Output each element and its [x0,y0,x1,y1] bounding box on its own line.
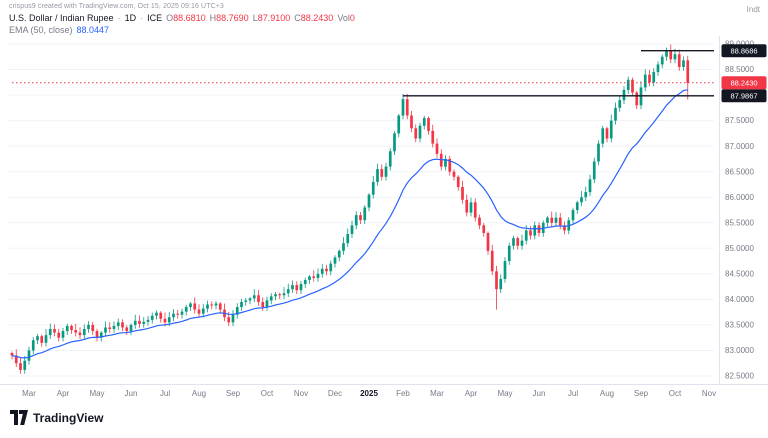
svg-text:Sep: Sep [226,389,241,398]
ohlc-close: C88.2430 [294,13,334,23]
svg-text:83.0000: 83.0000 [725,346,754,355]
price-axis-badges: 88.8686 87.9867 88.2430 [721,44,767,103]
svg-text:Nov: Nov [702,389,716,398]
svg-text:Jun: Jun [125,389,138,398]
svg-text:2025: 2025 [360,389,378,398]
svg-text:Jun: Jun [533,389,546,398]
ema-label: EMA (50, close) [9,25,73,35]
svg-text:83.5000: 83.5000 [725,321,754,330]
ohlc-open: O88.6810 [166,13,206,23]
svg-text:May: May [497,389,512,398]
volume-value: Vol0 [337,13,355,23]
ohlc-low: L87.9100 [252,13,291,23]
exchange-label: ICE [147,13,163,23]
svg-text:Mar: Mar [430,389,444,398]
svg-text:86.5000: 86.5000 [725,167,754,176]
svg-text:Feb: Feb [396,389,410,398]
svg-text:Mar: Mar [22,389,36,398]
svg-text:Aug: Aug [600,389,614,398]
legend-separator: · [117,13,121,23]
grid [8,43,714,377]
axis-separators [0,36,768,385]
tradingview-logo-icon [10,410,28,425]
top-right-label: Indt [746,5,760,14]
candles[interactable] [10,44,690,374]
ohlc-high: H88.7690 [209,13,249,23]
svg-text:88.8686: 88.8686 [730,46,757,55]
svg-text:Nov: Nov [294,389,308,398]
svg-text:88.5000: 88.5000 [725,65,754,74]
price-line-drawings[interactable] [12,50,714,97]
svg-text:Oct: Oct [261,389,274,398]
svg-text:Jul: Jul [568,389,578,398]
svg-text:85.0000: 85.0000 [725,244,754,253]
ema-line[interactable] [11,89,688,359]
watermark-text: crispus9 created with TradingView.com, O… [9,3,224,10]
svg-text:89.0000: 89.0000 [725,40,754,49]
svg-text:88.2430: 88.2430 [730,78,757,87]
svg-text:Sep: Sep [634,389,649,398]
ema-value: 88.0447 [76,25,110,35]
svg-text:Apr: Apr [57,389,70,398]
svg-text:82.5000: 82.5000 [725,372,754,381]
interval-label: 1D [124,13,137,23]
legend-separator: · [140,13,144,23]
svg-text:Dec: Dec [328,389,342,398]
svg-text:May: May [89,389,104,398]
tradingview-logo-text: TradingView [33,410,104,425]
svg-text:85.5000: 85.5000 [725,218,754,227]
svg-text:86.0000: 86.0000 [725,193,754,202]
svg-text:87.0000: 87.0000 [725,142,754,151]
symbol-name: U.S. Dollar / Indian Rupee [9,13,114,23]
svg-text:Aug: Aug [192,389,206,398]
svg-text:87.9867: 87.9867 [730,91,757,100]
tradingview-logo[interactable]: TradingView [10,410,103,425]
svg-text:84.5000: 84.5000 [725,269,754,278]
svg-text:Oct: Oct [669,389,682,398]
svg-text:87.5000: 87.5000 [725,116,754,125]
symbol-legend[interactable]: U.S. Dollar / Indian Rupee · 1D · ICE O8… [9,13,355,23]
svg-text:84.0000: 84.0000 [725,295,754,304]
svg-text:Jul: Jul [160,389,170,398]
time-axis[interactable]: Mar Apr May Jun Jul Aug Sep Oct Nov Dec 2025 Feb Mar… [22,389,716,398]
svg-text:Apr: Apr [465,389,478,398]
ema-legend[interactable]: EMA (50, close) 88.0447 [9,25,109,35]
